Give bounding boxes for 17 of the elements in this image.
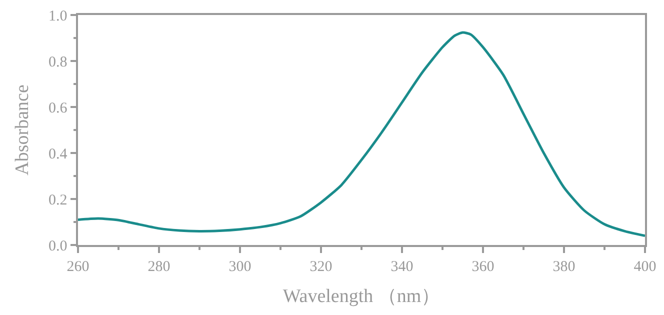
x-tick-label: 320 [310,258,332,275]
y-tick-label: 1.0 [48,8,68,24]
y-tick-label: 0.8 [48,54,68,70]
y-tick-label: 0.0 [48,238,68,254]
y-tick-label: 0.2 [48,192,68,208]
x-tick-label: 340 [390,258,414,275]
x-tick-label: 300 [228,258,252,275]
y-axis-title: Absorbance [12,84,33,176]
y-tick-label: 0.6 [48,100,68,116]
x-tick-label: 360 [472,258,494,275]
x-axis-title: Wavelength （nm） [282,286,440,308]
x-tick-label: 260 [66,258,90,275]
x-tick-label: 400 [634,258,656,275]
line-series [78,31,645,238]
x-tick-label: 280 [148,258,170,275]
y-tick-label: 0.4 [48,146,68,162]
x-tick-label: 380 [552,258,576,275]
